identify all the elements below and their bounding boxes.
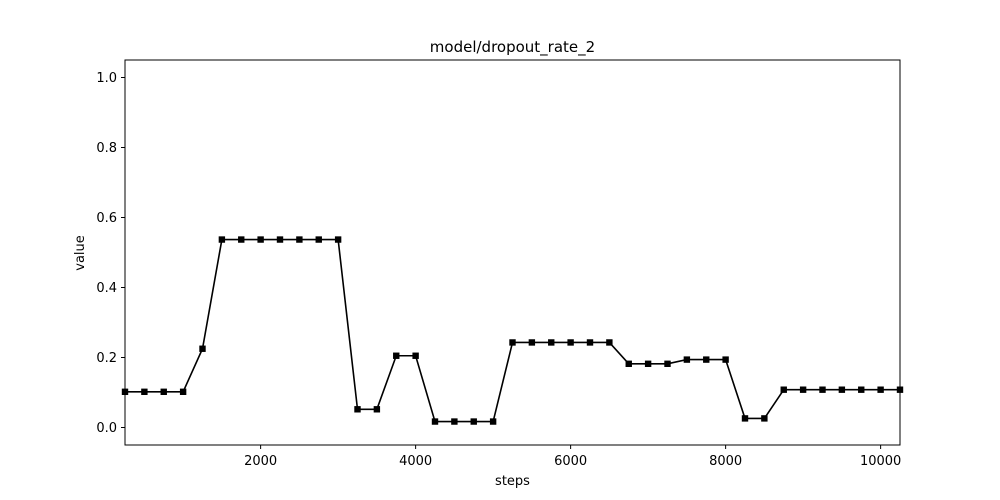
- chart-title: model/dropout_rate_2: [430, 38, 595, 57]
- data-point: [296, 236, 303, 243]
- x-tick-label: 8000: [709, 454, 742, 469]
- data-point: [160, 388, 167, 395]
- data-point: [334, 236, 342, 243]
- data-point: [238, 236, 245, 243]
- y-tick-label: 0.0: [96, 421, 117, 436]
- y-tick-label: 0.6: [96, 211, 117, 226]
- data-point: [838, 386, 846, 393]
- data-point: [412, 352, 419, 359]
- data-point: [722, 356, 729, 363]
- y-axis-label: value: [73, 235, 88, 271]
- data-point: [683, 356, 691, 363]
- data-point: [470, 418, 477, 425]
- data-point: [431, 418, 439, 425]
- data-point: [257, 236, 264, 243]
- data-point: [586, 339, 594, 346]
- x-tick-label: 2000: [244, 454, 277, 469]
- x-tick-label: 6000: [554, 454, 587, 469]
- data-point: [741, 415, 749, 422]
- y-tick-label: 0.4: [96, 281, 117, 296]
- data-point: [276, 236, 284, 243]
- data-point: [528, 339, 536, 346]
- data-point: [606, 339, 613, 346]
- x-axis: 2000 4000 6000 8000 10000: [244, 445, 901, 469]
- data-point: [141, 388, 148, 395]
- data-point: [858, 386, 865, 393]
- data-point: [548, 339, 555, 346]
- data-point: [761, 415, 768, 422]
- data-point: [509, 339, 516, 346]
- data-point: [315, 236, 322, 243]
- data-point: [799, 386, 807, 393]
- data-point: [373, 406, 381, 413]
- y-axis: 0.0 0.2 0.4 0.6 0.8 1.0: [96, 71, 125, 436]
- x-tick-label: 10000: [860, 454, 901, 469]
- y-tick-label: 1.0: [96, 71, 117, 86]
- plot-area: [121, 236, 904, 425]
- data-point: [664, 360, 671, 367]
- data-point: [644, 360, 652, 367]
- data-point: [625, 360, 632, 367]
- data-point: [451, 418, 458, 425]
- data-point: [354, 406, 361, 413]
- data-point: [567, 339, 574, 346]
- data-point: [489, 418, 497, 425]
- data-point: [179, 388, 187, 395]
- x-axis-label: steps: [495, 474, 530, 489]
- data-point: [218, 236, 226, 243]
- data-point: [393, 352, 400, 359]
- data-point: [819, 386, 826, 393]
- x-tick-label: 4000: [399, 454, 432, 469]
- series-line: [125, 238, 900, 423]
- data-point: [703, 356, 710, 363]
- y-tick-label: 0.8: [96, 141, 117, 156]
- plot-frame: [124, 59, 901, 446]
- data-point: [199, 345, 206, 352]
- data-point: [877, 386, 884, 393]
- data-point: [780, 386, 787, 393]
- y-tick-label: 0.2: [96, 351, 117, 366]
